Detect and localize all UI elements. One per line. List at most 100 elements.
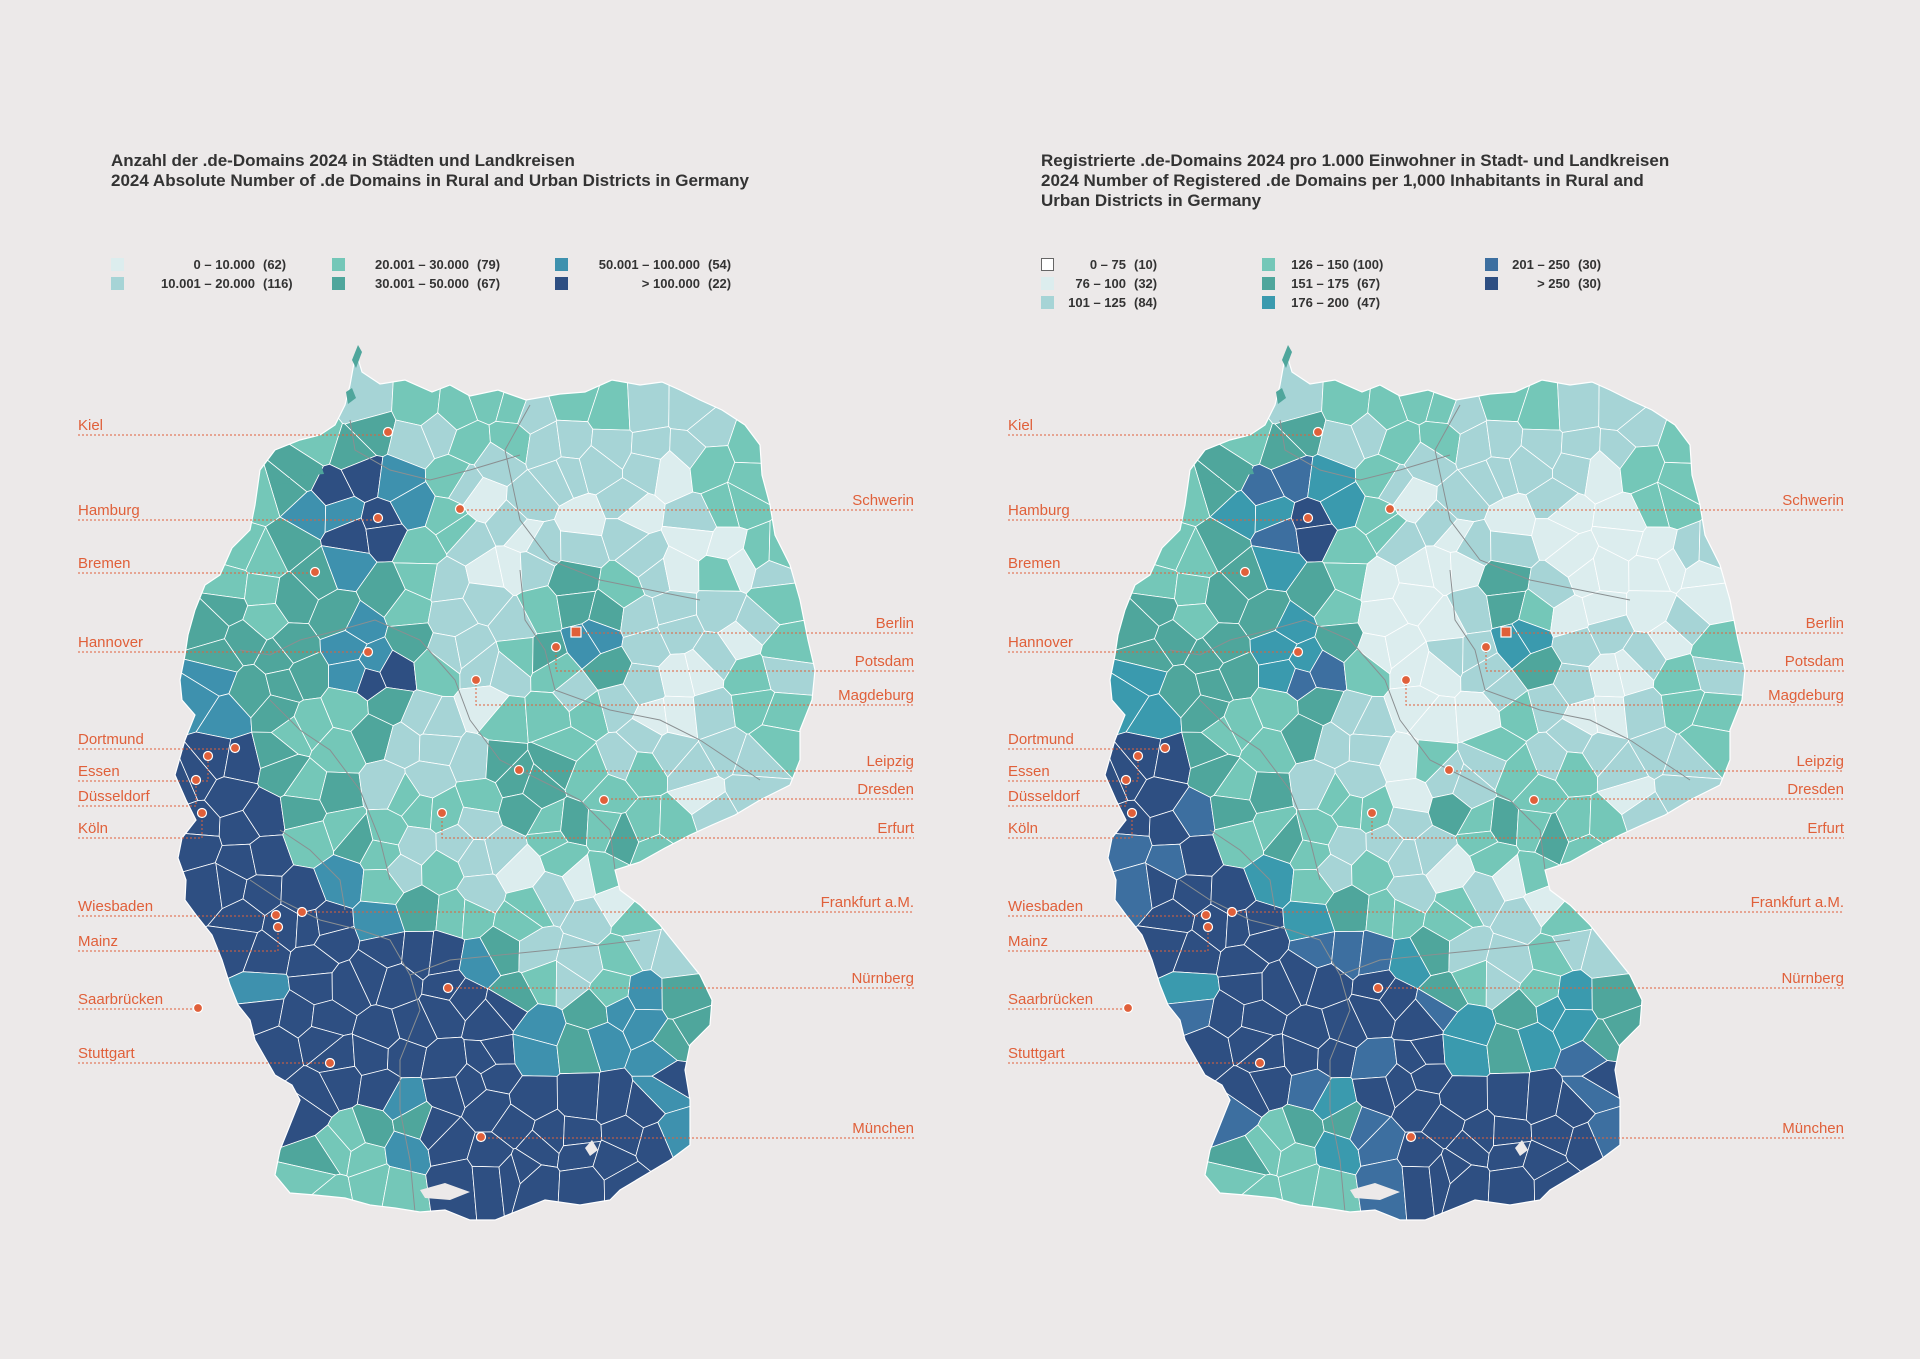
title-line-en: 2024 Number of Registered .de Domains pe… bbox=[1041, 171, 1644, 190]
city-marker-icon bbox=[1292, 646, 1304, 658]
legend-item: 20.001 – 30.000 (79) bbox=[332, 255, 500, 273]
district-region bbox=[1486, 1072, 1531, 1121]
city-marker-icon bbox=[229, 742, 241, 754]
city-label-essen: Essen bbox=[1008, 763, 1050, 780]
state-border bbox=[1339, 939, 1571, 976]
city-label-kiel: Kiel bbox=[1008, 417, 1034, 434]
city-marker-icon bbox=[1528, 794, 1540, 806]
island bbox=[270, 478, 291, 485]
legend-item: 10.001 – 20.000 (116) bbox=[111, 274, 293, 292]
legend-count: (62) bbox=[263, 256, 287, 272]
district-region bbox=[1657, 355, 1745, 467]
city-label-leipzig: Leipzig bbox=[866, 753, 914, 770]
legend-swatch bbox=[1485, 276, 1498, 290]
city-marker-icon bbox=[598, 794, 610, 806]
state-border bbox=[1434, 404, 1631, 601]
district-region bbox=[554, 1166, 607, 1220]
legend-range: > 100.000 bbox=[641, 275, 700, 291]
city-label-münchen: München bbox=[1782, 1120, 1844, 1137]
legend-item: 76 – 100 (32) bbox=[1041, 274, 1157, 292]
legend-swatch bbox=[111, 276, 124, 290]
city-marker-icon bbox=[362, 646, 374, 658]
city-marker-icon bbox=[442, 982, 454, 994]
district-region bbox=[650, 883, 767, 979]
city-marker-icon bbox=[550, 641, 562, 653]
city-label-erfurt: Erfurt bbox=[877, 820, 914, 837]
city-leader-line bbox=[1008, 756, 1139, 782]
title-line-de: Registrierte .de-Domains 2024 pro 1.000 … bbox=[1041, 151, 1670, 170]
legend-swatch bbox=[1262, 295, 1275, 309]
city-marker-icon bbox=[1443, 764, 1455, 776]
city-marker-icon bbox=[296, 906, 308, 918]
domains-per-capita-panel: Registrierte .de-Domains 2024 pro 1.000 … bbox=[930, 0, 1890, 1359]
map-title: Registrierte .de-Domains 2024 pro 1.000 … bbox=[1041, 151, 1801, 211]
city-marker-icon bbox=[270, 909, 282, 921]
city-leader-line bbox=[1405, 680, 1844, 706]
legend-item: > 250 (30) bbox=[1485, 274, 1601, 292]
district-region bbox=[1580, 883, 1697, 979]
city-label-schwerin: Schwerin bbox=[1782, 492, 1844, 509]
island bbox=[1230, 468, 1254, 476]
city-label-potsdam: Potsdam bbox=[1784, 653, 1844, 670]
city-label-kiel: Kiel bbox=[78, 417, 104, 434]
district-region bbox=[503, 886, 555, 928]
city-label-magdeburg: Magdeburg bbox=[1768, 687, 1844, 704]
city-label-hamburg: Hamburg bbox=[1008, 502, 1070, 519]
legend-range: 10.001 – 20.000 bbox=[161, 275, 255, 291]
city-label-düsseldorf: Düsseldorf bbox=[78, 788, 150, 805]
legend-range: 50.001 – 100.000 bbox=[598, 256, 700, 272]
city-marker-icon bbox=[1384, 503, 1396, 515]
district-region bbox=[188, 1025, 305, 1121]
state-border bbox=[1449, 569, 1691, 781]
city-leader-line bbox=[1485, 647, 1844, 672]
legend-count: (116) bbox=[263, 275, 293, 291]
city-label-mainz: Mainz bbox=[1008, 933, 1049, 950]
legend-swatch bbox=[555, 257, 568, 271]
city-label-mainz: Mainz bbox=[78, 933, 119, 950]
legend-range: 176 – 200 bbox=[1291, 294, 1349, 310]
legend-count: (10) bbox=[1134, 256, 1158, 272]
legend-count: (67) bbox=[1357, 275, 1381, 291]
legend-item: 50.001 – 100.000 (54) bbox=[555, 255, 731, 273]
district-region bbox=[1533, 1160, 1645, 1220]
city-marker-icon bbox=[192, 1002, 204, 1014]
legend-swatch bbox=[332, 276, 345, 290]
city-marker-icon bbox=[1120, 774, 1132, 786]
legend-item: 151 – 175 (67) bbox=[1262, 274, 1380, 292]
district-region bbox=[629, 833, 726, 901]
city-leader-line bbox=[555, 647, 914, 672]
city-label-dortmund: Dortmund bbox=[1008, 731, 1074, 748]
city-leader-line bbox=[475, 680, 914, 706]
city-label-dresden: Dresden bbox=[1787, 781, 1844, 798]
district-region bbox=[1587, 1099, 1694, 1220]
district-region bbox=[175, 862, 223, 975]
legend-swatch bbox=[1041, 257, 1054, 271]
city-marker-icon bbox=[1122, 1002, 1134, 1014]
island bbox=[1200, 478, 1221, 485]
city-label-münchen: München bbox=[852, 1120, 914, 1137]
legend-swatch bbox=[555, 276, 568, 290]
city-marker-icon bbox=[475, 1131, 487, 1143]
city-label-leipzig: Leipzig bbox=[1796, 753, 1844, 770]
city-marker-icon bbox=[1226, 906, 1238, 918]
city-marker-icon bbox=[1480, 641, 1492, 653]
district-region bbox=[1484, 1166, 1537, 1220]
city-label-köln: Köln bbox=[1008, 820, 1039, 837]
district-region bbox=[226, 1156, 337, 1220]
city-marker-icon bbox=[1202, 921, 1214, 933]
district-region bbox=[562, 1115, 603, 1147]
germany-map-per-capita bbox=[1008, 345, 1844, 1221]
city-label-hannover: Hannover bbox=[78, 634, 144, 651]
city-leader-line bbox=[78, 1008, 199, 1010]
district-region bbox=[1105, 862, 1153, 975]
district-region bbox=[727, 355, 815, 467]
city-label-wiesbaden: Wiesbaden bbox=[78, 898, 154, 915]
city-marker-icon bbox=[1126, 807, 1138, 819]
city-marker-icon bbox=[196, 807, 208, 819]
legend-count: (32) bbox=[1134, 275, 1158, 291]
lake bbox=[420, 1183, 470, 1200]
district-region bbox=[1553, 352, 1601, 433]
legend-range: 0 – 10.000 bbox=[193, 256, 255, 272]
legend-count: (84) bbox=[1134, 294, 1158, 310]
city-marker-icon bbox=[1400, 674, 1412, 686]
